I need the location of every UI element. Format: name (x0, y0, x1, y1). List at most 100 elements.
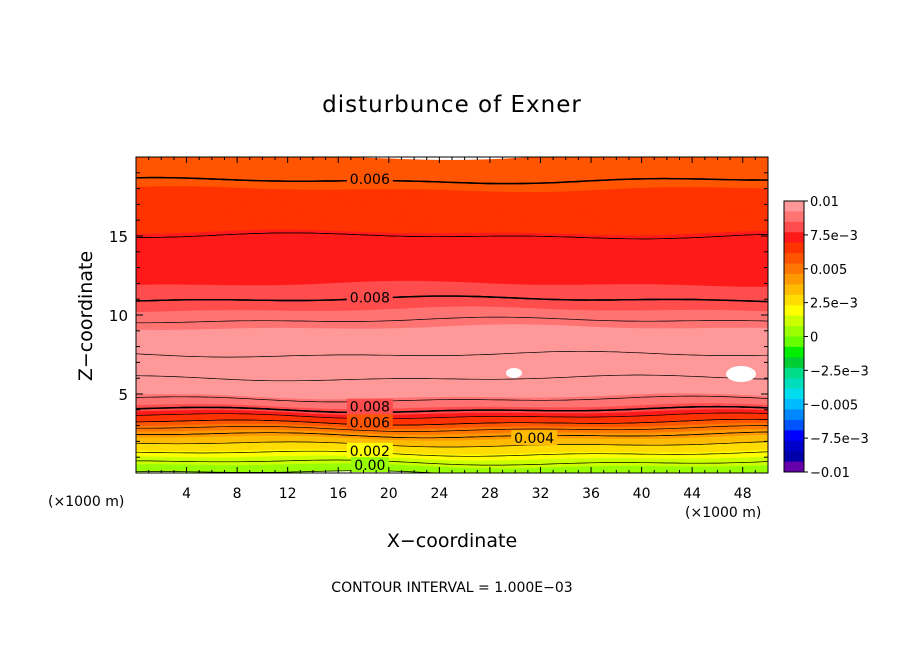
contour-band (136, 464, 768, 473)
contour-band (136, 158, 768, 167)
contour-band (136, 426, 768, 435)
contour-band (136, 327, 768, 336)
colorbar-tick-label: 2.5e−3 (810, 297, 858, 312)
colorbar-swatch (784, 378, 804, 390)
contour-band (136, 228, 768, 238)
contour-band (136, 359, 768, 368)
contour-band (136, 323, 768, 332)
contour-band (136, 450, 768, 459)
contour-band (136, 313, 768, 323)
contour-label: 0.004 (514, 431, 554, 447)
colorbar-swatch (784, 399, 804, 410)
contour-line (136, 395, 768, 403)
contour-label-bg (346, 171, 393, 187)
contour-band (136, 195, 768, 204)
contour-band (136, 445, 768, 453)
white-patch (726, 366, 756, 382)
contour-band (136, 456, 768, 465)
y-tick-label: 15 (109, 228, 128, 246)
colorbar-swatch (784, 263, 804, 275)
contour-band (136, 448, 768, 457)
contour-band (136, 440, 768, 449)
contour-band (136, 446, 768, 455)
x-tick-label: 4 (182, 486, 191, 502)
colorbar-swatch (784, 284, 804, 296)
colorbar-swatch (784, 440, 804, 452)
colorbar-swatch (784, 451, 804, 463)
contour-band (136, 282, 768, 291)
contour-line (136, 412, 768, 420)
contour-band (136, 331, 768, 340)
contour-band (136, 416, 768, 425)
contour-band (136, 341, 768, 350)
contour-band (136, 165, 768, 175)
plot-area (136, 157, 768, 473)
colorbar-swatch (784, 419, 804, 431)
contour-line (136, 374, 768, 382)
contour-lines (136, 176, 768, 473)
contour-band (136, 278, 768, 287)
contour-band (136, 300, 768, 308)
chart-title: disturbunce of Exner (322, 92, 582, 118)
contour-line (136, 176, 768, 185)
contour-label: 0.006 (350, 172, 390, 188)
contour-band (136, 227, 768, 236)
contour-band (136, 309, 768, 319)
contour-band (136, 436, 768, 445)
contour-line (136, 405, 768, 414)
contour-band (136, 353, 768, 362)
colorbar-swatch (784, 253, 804, 265)
contour-band (136, 365, 768, 374)
contour-line (136, 450, 768, 457)
contour-line (136, 418, 768, 426)
x-tick-label: 16 (329, 486, 347, 502)
contour-band (136, 193, 768, 202)
contour-band (136, 400, 768, 410)
contour-band (136, 329, 768, 338)
colorbar-swatch (784, 232, 804, 244)
contour-band (136, 430, 768, 439)
colorbar-tick-label: −7.5e−3 (810, 432, 869, 447)
colorbar-swatch (784, 326, 804, 337)
contour-band (136, 248, 768, 258)
contour-label-bg (350, 457, 389, 473)
x-tick-label: 28 (481, 486, 499, 502)
y-axis-label: Z−coordinate (75, 251, 97, 381)
contour-band (136, 264, 768, 273)
colorbar-swatch (784, 346, 804, 358)
x-tick-label: 36 (582, 486, 600, 502)
contour-band (136, 163, 768, 173)
contour-band (136, 319, 768, 328)
contour-line (136, 470, 768, 473)
contour-line (136, 316, 768, 324)
contour-band (136, 252, 768, 262)
contour-band (136, 162, 768, 171)
contour-band (136, 303, 768, 312)
x-tick-label: 48 (734, 486, 752, 502)
contour-band (136, 363, 768, 372)
colorbar-tick-label: 7.5e−3 (810, 229, 858, 244)
contour-band (136, 288, 768, 297)
colorbar-swatch (784, 201, 804, 212)
contour-band (136, 167, 768, 177)
contour-band (136, 286, 768, 295)
contour-line (136, 232, 768, 240)
contour-line (136, 441, 768, 448)
colorbar-swatch (784, 221, 804, 233)
contour-line (136, 350, 768, 358)
contour-fill-bands (136, 157, 768, 473)
contour-label-bg (346, 442, 393, 458)
contour-band (136, 452, 768, 461)
contour-label-bg (511, 430, 558, 446)
colorbar-swatch (784, 336, 804, 348)
contour-band (136, 315, 768, 324)
contour-band (136, 270, 768, 279)
x-tick-label: 40 (633, 486, 651, 502)
colorbar-tick-label: −0.005 (810, 398, 858, 413)
contour-band (136, 438, 768, 447)
contour-band (136, 302, 768, 310)
x-tick-label: 44 (683, 486, 701, 502)
colorbar-tick-label: 0.01 (810, 195, 839, 210)
contour-label: 0.006 (350, 415, 390, 431)
